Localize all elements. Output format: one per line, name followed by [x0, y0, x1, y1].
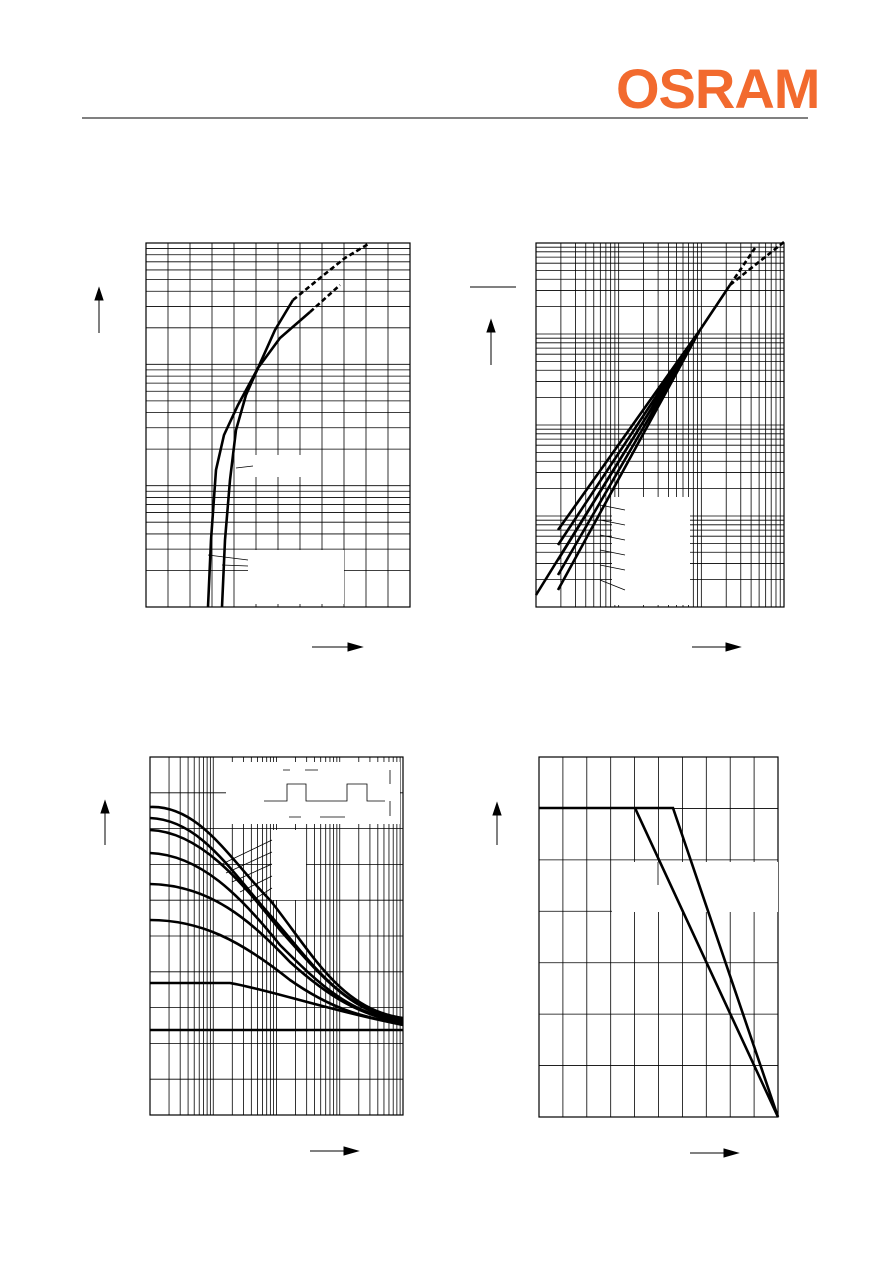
logo: OSRAM: [616, 57, 820, 120]
curves-1: [206, 241, 371, 608]
curves-4: [539, 806, 780, 1118]
curves-3: [149, 762, 404, 1032]
curves-2: [534, 240, 785, 605]
arrows: [94, 286, 742, 1158]
grids: [146, 243, 784, 1117]
